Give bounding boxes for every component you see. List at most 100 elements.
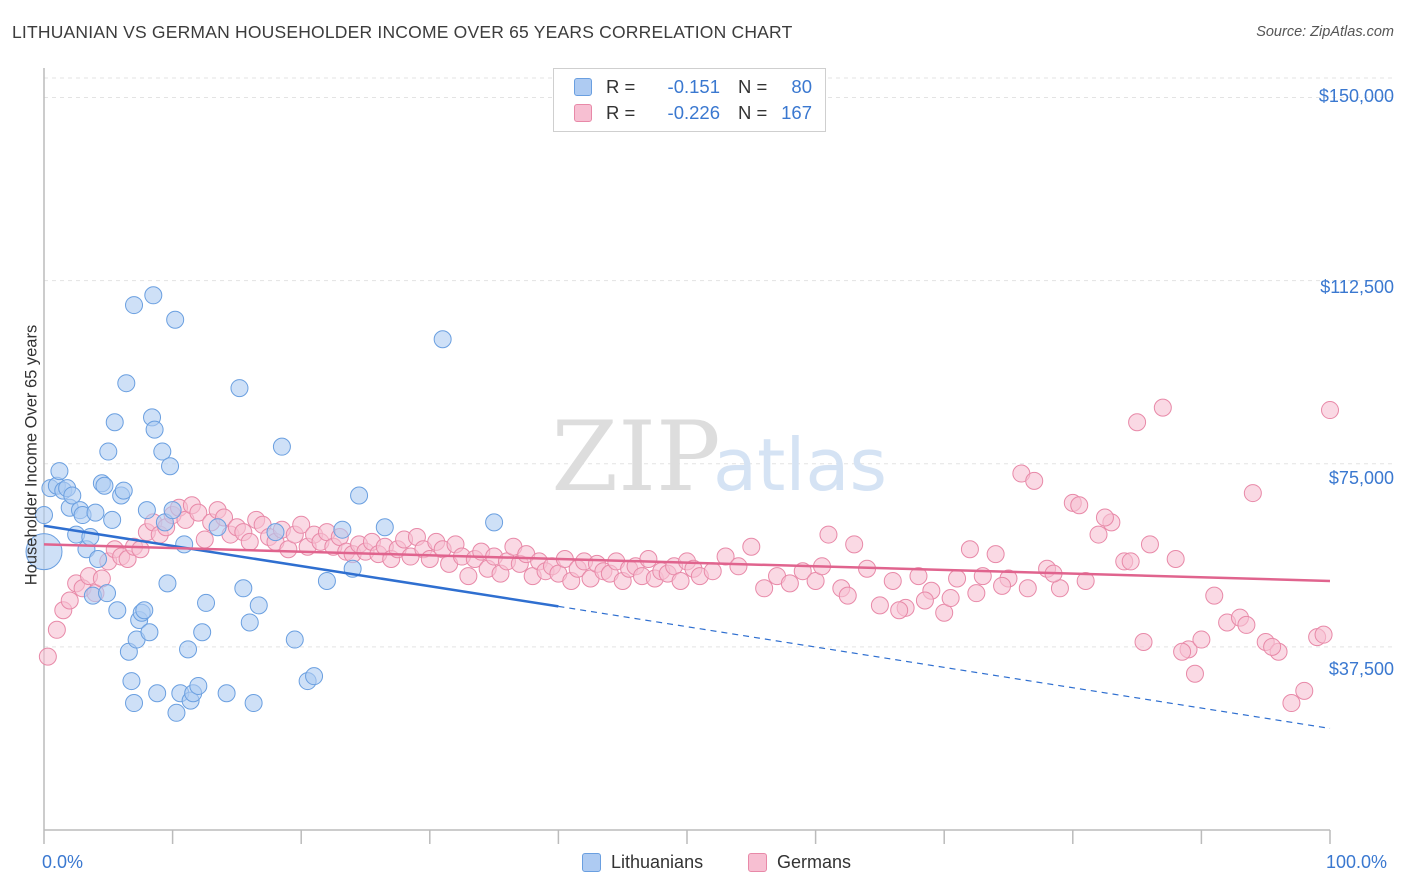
lithuanian-point bbox=[63, 486, 82, 505]
legend-r-value: -0.226 bbox=[667, 102, 720, 123]
legend-n-value: 167 bbox=[781, 102, 812, 123]
lithuanian-point bbox=[166, 310, 185, 329]
lithuanian-point bbox=[122, 672, 141, 691]
german-point bbox=[915, 591, 934, 610]
german-point bbox=[870, 596, 889, 615]
lithuanian-point bbox=[95, 476, 114, 495]
german-point bbox=[1166, 549, 1185, 568]
lithuanian-point bbox=[433, 330, 452, 349]
lithuanian-point bbox=[208, 518, 227, 537]
german-point bbox=[1321, 401, 1339, 420]
german-point bbox=[819, 525, 838, 544]
legend-r-label: R = bbox=[606, 76, 636, 97]
german-point bbox=[703, 562, 722, 581]
german-point bbox=[909, 567, 928, 586]
lithuanian-point bbox=[125, 296, 144, 315]
german-point bbox=[38, 647, 57, 666]
lithuanian-point bbox=[25, 533, 63, 571]
lithuanian-point bbox=[158, 574, 177, 593]
watermark-zip: ZIP bbox=[551, 401, 720, 513]
german-point bbox=[845, 535, 864, 554]
legend-swatch-blue bbox=[574, 78, 592, 96]
german-point bbox=[1025, 471, 1044, 490]
german-point bbox=[742, 537, 761, 556]
lithuanian-point bbox=[485, 513, 504, 532]
legend-row-germans: R = -0.226 N = 167 bbox=[574, 101, 812, 125]
german-point bbox=[941, 589, 960, 608]
y-axis-label: Householder Income Over 65 years bbox=[22, 324, 41, 586]
lithuanian-point bbox=[98, 584, 117, 603]
lithuanian-point bbox=[317, 571, 336, 590]
lithuanian-point bbox=[137, 501, 156, 520]
legend-n-label: N = bbox=[738, 76, 768, 97]
legend-swatch-pink bbox=[574, 104, 592, 122]
german-point bbox=[729, 557, 748, 576]
source-credit: Source: ZipAtlas.com bbox=[1256, 24, 1394, 40]
legend-n-label: N = bbox=[738, 102, 768, 123]
german-point bbox=[1205, 586, 1224, 605]
german-point bbox=[967, 584, 986, 603]
german-point bbox=[838, 586, 857, 605]
german-point bbox=[1237, 615, 1256, 634]
lithuanian-point bbox=[272, 437, 291, 456]
lithuanians-trend-line bbox=[43, 524, 559, 608]
lithuanian-point bbox=[89, 549, 108, 568]
lithuanian-point bbox=[153, 442, 172, 461]
legend-n-value: 80 bbox=[791, 76, 812, 97]
lithuanian-point bbox=[240, 613, 259, 632]
legend-row-lithuanians: R = -0.151 N = 80 bbox=[574, 75, 812, 99]
german-point bbox=[986, 545, 1005, 564]
german-point bbox=[1185, 664, 1204, 683]
lithuanian-point bbox=[305, 667, 324, 686]
chart-title: LITHUANIAN VS GERMAN HOUSEHOLDER INCOME … bbox=[12, 22, 793, 42]
germans-points bbox=[38, 398, 1339, 713]
german-point bbox=[1134, 633, 1153, 651]
german-point bbox=[1121, 552, 1140, 571]
german-point bbox=[780, 574, 799, 593]
y-tick-label: $112,500 bbox=[1320, 277, 1394, 297]
y-tick-label: $37,500 bbox=[1328, 659, 1394, 679]
correlation-legend: R = -0.151 N = 80 R = -0.226 N = 167 bbox=[553, 68, 826, 132]
y-tick-label: $75,000 bbox=[1328, 468, 1394, 488]
watermark: ZIP atlas bbox=[551, 401, 887, 513]
lithuanian-point bbox=[375, 518, 394, 537]
german-point bbox=[716, 547, 735, 566]
german-point bbox=[1153, 398, 1172, 417]
lithuanian-point bbox=[350, 486, 369, 505]
lithuanian-point bbox=[125, 694, 144, 713]
lithuanian-point bbox=[197, 593, 216, 612]
german-point bbox=[47, 620, 66, 639]
german-point bbox=[755, 579, 774, 598]
german-point bbox=[1314, 625, 1333, 644]
legend-item-germans: Germans bbox=[748, 852, 851, 873]
german-point bbox=[883, 571, 902, 590]
lithuanians-points bbox=[25, 286, 504, 722]
lithuanian-point bbox=[103, 510, 122, 529]
german-point bbox=[240, 532, 259, 551]
lithuanian-point bbox=[189, 676, 208, 695]
legend-r-label: R = bbox=[606, 102, 636, 123]
german-point bbox=[1076, 571, 1095, 590]
german-point bbox=[1173, 642, 1192, 661]
lithuanian-point bbox=[244, 694, 263, 713]
lithuanian-point bbox=[230, 379, 249, 398]
german-point bbox=[639, 549, 658, 568]
german-point bbox=[60, 591, 79, 610]
germans-trend-line bbox=[43, 543, 1331, 583]
german-point bbox=[189, 503, 208, 522]
german-point bbox=[1295, 681, 1314, 700]
lithuanian-point bbox=[114, 481, 133, 500]
lithuanian-point bbox=[140, 623, 159, 642]
german-point bbox=[1089, 525, 1108, 544]
german-point bbox=[960, 540, 979, 559]
german-point bbox=[1070, 496, 1089, 515]
lithuanian-point bbox=[144, 286, 163, 305]
lithuanian-point bbox=[163, 501, 182, 520]
german-point bbox=[890, 601, 909, 620]
legend-swatch-blue bbox=[582, 853, 601, 872]
german-point bbox=[131, 540, 150, 559]
german-point bbox=[195, 530, 214, 549]
trend-lines bbox=[43, 524, 1331, 730]
lithuanians-trend-extension bbox=[558, 605, 1331, 730]
